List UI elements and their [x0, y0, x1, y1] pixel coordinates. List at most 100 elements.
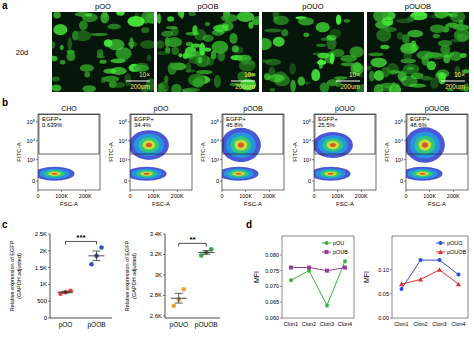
cell: [273, 37, 285, 47]
error-bar: [93, 251, 101, 261]
tick-label: 0.05: [378, 291, 389, 297]
marker: [438, 258, 442, 262]
density: [330, 143, 336, 147]
category-label: Clon2: [302, 321, 316, 327]
axis-label: (GAPDH adjusted): [131, 253, 137, 299]
tick: [48, 301, 50, 302]
cell: [212, 29, 224, 35]
cell: [52, 41, 55, 48]
tick-label: 0: [216, 178, 219, 184]
cell: [340, 55, 357, 62]
cell: [140, 40, 154, 48]
frame: [406, 114, 468, 190]
marker: [289, 266, 293, 270]
tick-label: 10⁴: [303, 138, 312, 144]
tick-label: 10⁵: [395, 119, 403, 125]
tick-label: 10⁴: [27, 138, 36, 144]
category-label: pOOB: [87, 321, 105, 329]
cell: [167, 16, 174, 21]
tick: [390, 269, 392, 270]
cell: [53, 24, 67, 35]
cell: [52, 56, 58, 61]
error-line: [178, 293, 179, 303]
gate-value: 0.639%: [42, 122, 63, 128]
tick: [36, 180, 38, 181]
category-label: Clon3: [432, 321, 446, 327]
gate: [407, 114, 467, 154]
mean: [58, 292, 74, 293]
density: [222, 167, 259, 181]
series-line: [402, 270, 459, 284]
density: [422, 142, 428, 147]
cell: [113, 82, 125, 88]
tick: [280, 254, 282, 255]
plot-area: [130, 114, 191, 180]
tick: [48, 284, 50, 285]
series-line: [291, 261, 345, 305]
cell: [320, 82, 330, 92]
cell: [262, 38, 272, 50]
plot-area: [399, 258, 461, 291]
marker: [437, 267, 442, 272]
gate: [39, 114, 99, 154]
error-cap: [93, 260, 101, 261]
error-cap: [175, 293, 183, 294]
tick: [280, 286, 282, 287]
density: [44, 170, 65, 177]
tick-label: 0: [400, 178, 403, 184]
chart-title: pOO: [154, 105, 169, 113]
legend-marker: [438, 250, 443, 255]
legend-label: pOUOB: [447, 249, 467, 255]
point: [181, 287, 186, 292]
plot-area: [367, 12, 469, 92]
cell: [107, 24, 121, 30]
tick: [280, 302, 282, 303]
tick: [48, 318, 50, 319]
cell: [127, 16, 144, 27]
axis-label: FITC-A: [292, 142, 298, 161]
chart-title: pOUOB: [425, 105, 450, 113]
cell: [368, 52, 383, 56]
category-label: Clon2: [413, 321, 427, 327]
tick-label: 10⁵: [211, 119, 219, 125]
density: [232, 172, 245, 176]
density: [238, 142, 244, 147]
marker: [400, 287, 404, 291]
tick: [163, 295, 165, 296]
density: [130, 167, 167, 181]
tick-label: 10³: [303, 157, 311, 163]
density: [408, 168, 438, 179]
tick-label: 10⁵: [303, 119, 311, 125]
category-label: Clon4: [451, 321, 465, 327]
legend-label: pOU: [333, 240, 344, 246]
tick: [61, 190, 62, 192]
cell: [232, 45, 239, 52]
plot-area: [38, 114, 99, 180]
tick-label: 500: [37, 298, 48, 304]
plot-area: [314, 114, 375, 180]
density: [316, 168, 346, 179]
density: [146, 143, 152, 147]
cell: [196, 70, 213, 74]
cell: [369, 70, 375, 81]
tick: [163, 315, 165, 316]
series-line: [291, 268, 345, 271]
marker: [307, 266, 311, 270]
micrograph: [52, 12, 154, 92]
cell: [281, 29, 288, 36]
point: [171, 303, 176, 308]
density: [318, 135, 348, 155]
cell: [440, 45, 450, 54]
tick-label: 10³: [27, 157, 35, 163]
category-label: pOUOB: [195, 321, 218, 329]
cell: [52, 84, 61, 91]
gate-value: 25.5%: [318, 122, 336, 128]
chart-title: CHO: [61, 105, 77, 112]
density: [412, 170, 433, 177]
cell: [262, 60, 272, 63]
tick-label: 10⁴: [119, 138, 128, 144]
gate: [315, 114, 375, 154]
category-label: pOUO: [170, 321, 188, 329]
tick-label: 200K: [263, 193, 276, 199]
error-cap: [202, 250, 210, 251]
